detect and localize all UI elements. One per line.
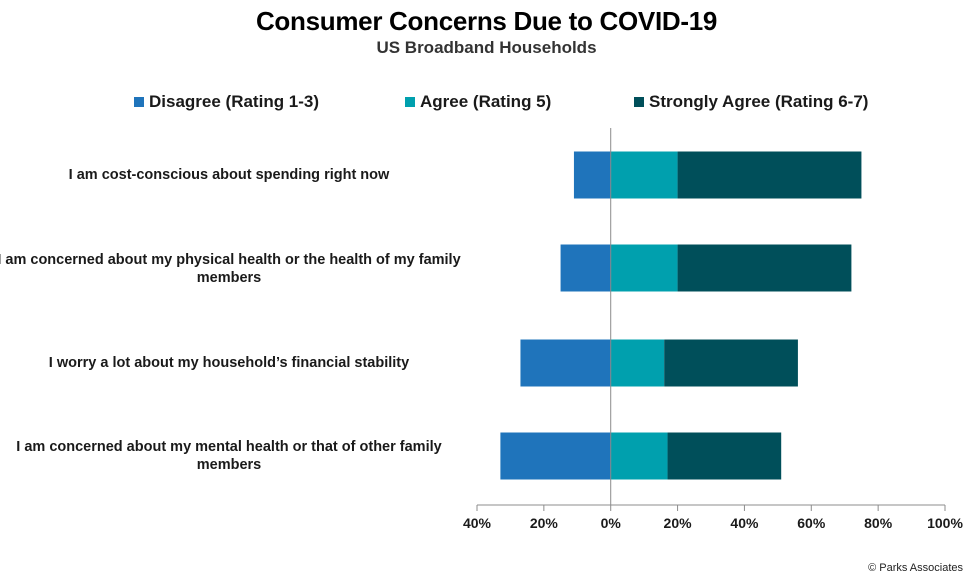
bar-strongly-agree-1 [677,151,862,199]
x-tick-label: 40% [463,515,492,531]
bar-agree-1 [610,151,678,199]
bar-disagree-2 [560,244,611,292]
bar-strongly-agree-4 [667,432,782,480]
legend-swatch-strongly-agree [634,97,644,107]
legend-item-agree: Agree (Rating 5) [405,92,551,112]
x-tick-label: 60% [797,515,826,531]
category-label-cost-conscious: I am cost-conscious about spending right… [68,167,390,183]
x-tick-label: 20% [530,515,559,531]
x-tick-label: 40% [730,515,759,531]
x-tick-label: 80% [864,515,893,531]
chart-title: Consumer Concerns Due to COVID-19 [255,6,718,36]
bar-agree-3 [610,339,665,387]
bar-disagree-4 [500,432,611,480]
legend-item-strongly-agree: Strongly Agree (Rating 6-7) [634,92,868,112]
x-tick-label: 20% [664,515,693,531]
legend: Disagree (Rating 1-3) Agree (Rating 5) S… [0,92,973,116]
bar-disagree-3 [520,339,611,387]
legend-label-strongly-agree: Strongly Agree (Rating 6-7) [649,92,869,111]
bar-strongly-agree-3 [664,339,798,387]
category-label-financial-stability: I worry a lot about my household’s finan… [48,355,410,371]
category-label-mental-health: I am concerned about my mental health or… [16,439,442,473]
chart-subtitle: US Broadband Households [376,38,597,57]
bar-strongly-agree-2 [677,244,852,292]
legend-item-disagree: Disagree (Rating 1-3) [134,92,319,112]
copyright-footer: © Parks Associates [868,562,963,574]
legend-label-agree: Agree (Rating 5) [420,92,552,111]
category-label-physical-health: I am concerned about my physical health … [0,252,461,286]
bar-agree-4 [610,432,668,480]
x-tick-label: 100% [927,515,963,531]
x-tick-label: 0% [601,515,622,531]
legend-label-disagree: Disagree (Rating 1-3) [149,92,320,111]
bar-disagree-1 [573,151,611,199]
bar-agree-2 [610,244,678,292]
legend-swatch-agree [405,97,415,107]
legend-swatch-disagree [134,97,144,107]
